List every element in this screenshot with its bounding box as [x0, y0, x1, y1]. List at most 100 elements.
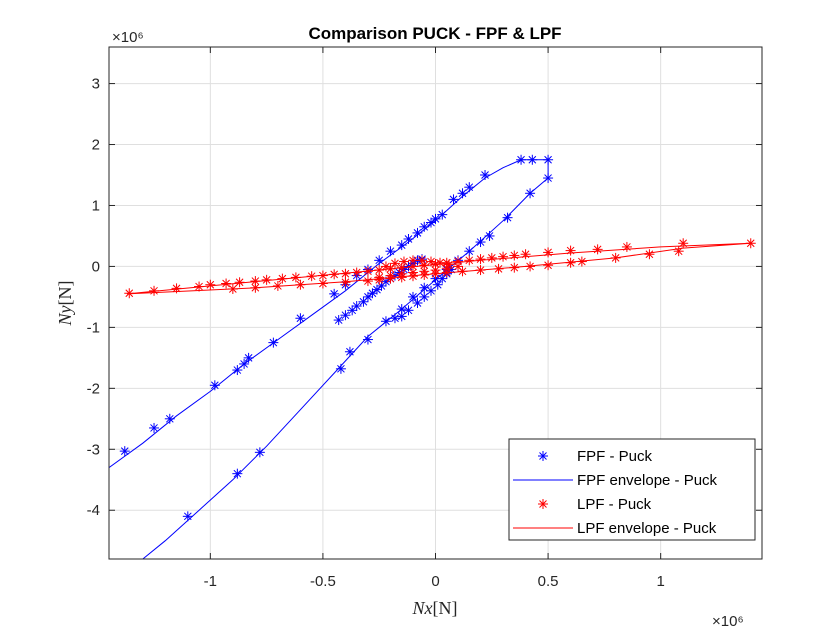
data-point-lpf-puck	[416, 255, 427, 266]
data-point-fpf-puck-stroke	[481, 171, 489, 179]
data-point-fpf-puck-stroke	[431, 215, 440, 223]
data-point-lpf-puck-stroke	[235, 278, 244, 287]
data-point-fpf-puck	[412, 227, 423, 238]
data-point-fpf-puck	[164, 413, 175, 424]
data-point-lpf-puck-stroke	[431, 260, 440, 268]
data-point-fpf-puck-stroke	[476, 238, 485, 246]
y-tick-label: 1	[92, 197, 100, 214]
y-axis-label-unit: [N]	[55, 281, 75, 306]
data-point-lpf-puck	[520, 249, 531, 260]
y-tick-label: 0	[92, 258, 100, 275]
data-point-fpf-puck-stroke	[433, 280, 442, 289]
data-point-lpf-puck-stroke	[746, 239, 755, 248]
legend-entry-fpf-envelope-puck: FPF envelope - Puck	[513, 472, 718, 489]
x-axis-label-var: Nx	[412, 598, 433, 618]
data-point-lpf-puck-stroke	[442, 264, 451, 273]
data-point-fpf-puck-stroke	[404, 235, 413, 243]
data-point-fpf-puck-stroke	[346, 347, 354, 356]
data-point-lpf-puck	[565, 245, 576, 256]
data-point-lpf-puck-stroke	[262, 275, 271, 284]
data-point-fpf-puck-stroke	[503, 213, 512, 222]
legend-swatch-marker	[538, 451, 548, 461]
legend-entry-lpf-puck: LPF - Puck	[538, 496, 652, 513]
data-point-lpf-puck-stroke	[420, 267, 429, 276]
data-point-fpf-puck	[419, 291, 430, 302]
data-point-fpf-puck-stroke	[150, 424, 158, 432]
data-point-lpf-puck	[419, 266, 430, 277]
data-point-lpf-puck-stroke	[544, 261, 552, 270]
data-point-fpf-puck	[374, 255, 385, 266]
data-point-fpf-puck	[419, 282, 430, 293]
data-point-fpf-puck	[403, 305, 414, 316]
data-point-lpf-puck	[543, 247, 554, 258]
data-point-fpf-puck	[412, 298, 423, 308]
data-point-fpf-puck	[425, 285, 436, 296]
legend-label: LPF envelope - Puck	[577, 520, 717, 537]
y-tick-label: -1	[87, 319, 100, 336]
data-point-lpf-puck	[644, 249, 655, 260]
data-point-fpf-puck-stroke	[364, 335, 372, 344]
y-axis-label-var: Ny	[55, 305, 75, 326]
data-point-lpf-puck-stroke	[487, 254, 496, 262]
x-exponent: ×10⁶	[712, 613, 744, 630]
data-point-fpf-puck-stroke	[341, 311, 350, 320]
data-point-lpf-puck	[340, 268, 351, 279]
data-point-lpf-puck	[221, 278, 232, 289]
data-point-fpf-puck-stroke	[413, 229, 422, 237]
data-point-fpf-puck-stroke	[397, 312, 406, 321]
data-point-lpf-puck	[234, 277, 245, 288]
data-point-fpf-puck	[329, 288, 340, 299]
data-point-lpf-puck	[430, 265, 441, 276]
data-point-fpf-puck-stroke	[233, 469, 242, 478]
legend-entry-lpf-envelope-puck: LPF envelope - Puck	[513, 520, 717, 537]
data-point-fpf-puck	[295, 313, 306, 324]
data-point-lpf-puck-stroke	[341, 269, 350, 278]
data-point-fpf-puck-stroke	[404, 306, 413, 315]
data-point-lpf-puck	[464, 255, 475, 266]
data-point-lpf-puck-stroke	[431, 266, 440, 274]
data-point-lpf-puck-stroke	[206, 280, 215, 289]
data-point-fpf-puck-stroke	[373, 285, 381, 294]
series-layer	[109, 154, 756, 559]
data-point-fpf-puck-stroke	[449, 195, 458, 204]
data-point-fpf-puck-stroke	[244, 354, 253, 362]
data-point-fpf-puck	[232, 468, 243, 479]
data-point-lpf-puck-stroke	[645, 250, 654, 259]
legend-label: FPF - Puck	[577, 448, 653, 465]
data-point-lpf-puck-stroke	[222, 279, 230, 288]
data-point-lpf-puck-stroke	[397, 269, 406, 278]
data-point-lpf-puck-stroke	[341, 278, 350, 287]
data-point-fpf-puck-stroke	[210, 381, 219, 390]
y-tick-label: -3	[87, 441, 100, 458]
data-point-lpf-puck	[592, 244, 603, 255]
data-point-lpf-puck	[453, 261, 464, 272]
data-point-lpf-puck	[362, 276, 373, 287]
data-point-fpf-puck-stroke	[420, 222, 429, 231]
data-point-lpf-puck-stroke	[391, 259, 399, 268]
data-point-fpf-puck	[149, 422, 160, 433]
series-line-fpf-envelope-puck	[109, 159, 549, 559]
data-point-fpf-puck	[448, 194, 459, 205]
series-lpf-envelope-puck	[126, 242, 751, 295]
chart-title: Comparison PUCK - FPF & LPF	[308, 24, 561, 43]
data-point-lpf-puck-stroke	[476, 255, 485, 263]
legend: FPF - Puck FPF envelope - Puck LPF - Puck L…	[508, 438, 756, 541]
data-point-fpf-puck-stroke	[296, 314, 305, 323]
legend-swatch-marker	[538, 499, 548, 509]
data-point-fpf-puck-stroke	[334, 316, 343, 324]
data-point-fpf-puck-stroke	[352, 302, 361, 310]
data-point-fpf-puck-stroke	[485, 232, 494, 240]
data-point-fpf-puck-stroke	[375, 256, 384, 265]
data-point-fpf-puck-stroke	[420, 283, 429, 292]
data-point-lpf-puck	[475, 254, 486, 265]
data-point-lpf-puck	[441, 263, 452, 274]
x-tick-label: 0	[431, 573, 439, 590]
x-tick-label: 1	[657, 573, 665, 590]
x-tick-label: -0.5	[310, 573, 336, 590]
data-point-fpf-puck	[407, 291, 418, 302]
data-point-lpf-puck	[543, 260, 554, 271]
data-point-fpf-puck	[430, 213, 441, 224]
legend-label: LPF - Puck	[577, 496, 652, 513]
data-point-fpf-puck-stroke	[465, 183, 474, 192]
